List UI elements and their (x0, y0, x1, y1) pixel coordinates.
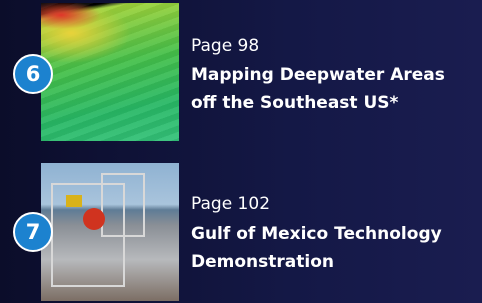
page-number: Page 102 (191, 194, 270, 214)
page: 6 Page 98 Mapping Deepwater Areas off th… (0, 0, 482, 303)
title-line: Demonstration (191, 248, 442, 276)
title-line: Gulf of Mexico Technology (191, 220, 442, 248)
title-line: off the Southeast US* (191, 89, 445, 117)
equipment (83, 208, 105, 230)
title-line: Mapping Deepwater Areas (191, 61, 445, 89)
seafloor-map-image (41, 3, 179, 141)
item-title: Mapping Deepwater Areas off the Southeas… (191, 61, 445, 117)
equipment (66, 195, 82, 207)
item-title: Gulf of Mexico Technology Demonstration (191, 220, 442, 276)
ship-deck-photo (41, 163, 179, 301)
item-number-badge: 6 (13, 54, 53, 94)
item-number-badge: 7 (13, 212, 53, 252)
deck-frame (101, 173, 145, 237)
page-number: Page 98 (191, 36, 259, 56)
